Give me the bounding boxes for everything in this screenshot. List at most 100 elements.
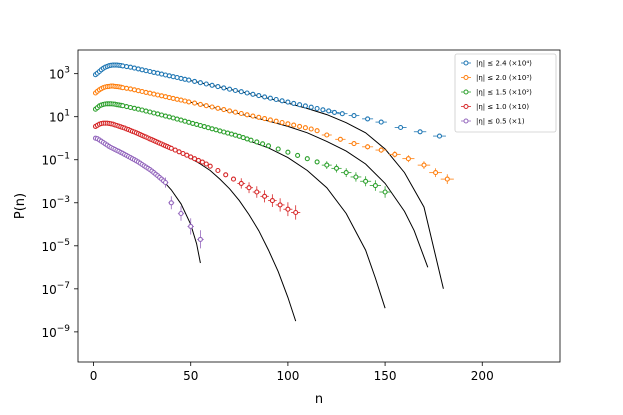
data-point	[227, 86, 233, 92]
data-point	[351, 113, 357, 119]
legend-marker	[463, 89, 469, 95]
data-point	[285, 206, 291, 212]
data-point	[339, 111, 345, 117]
data-point	[293, 209, 299, 216]
data-point	[279, 98, 285, 104]
data-point	[343, 170, 349, 176]
legend-label: |η| ≤ 2.4 (×10⁴)	[476, 60, 532, 68]
data-point	[188, 154, 194, 160]
data-point	[314, 159, 320, 165]
series-3	[92, 120, 301, 220]
data-point	[238, 89, 244, 95]
data-point	[337, 136, 343, 142]
legend-label: |η| ≤ 2.0 (×10³)	[476, 74, 532, 82]
data-point	[250, 113, 256, 119]
x-tick-label: 0	[90, 369, 98, 383]
data-point	[203, 161, 209, 167]
data-point	[168, 200, 174, 206]
axes: 0 50 100 150 200 103 101 10−1 10−3 10−5 10−7 10−9	[41, 66, 493, 383]
data-point	[417, 129, 423, 135]
data-point	[308, 126, 314, 132]
data-point	[333, 165, 340, 171]
data-point	[444, 176, 450, 182]
data-point	[262, 116, 268, 122]
data-point	[232, 109, 238, 115]
x-tick-label: 50	[183, 369, 198, 383]
legend-marker	[463, 118, 469, 124]
data-point	[302, 125, 308, 131]
data-point	[124, 64, 130, 70]
data-point	[372, 183, 378, 189]
data-point	[197, 80, 203, 86]
data-point	[365, 116, 371, 122]
legend-entry: |η| ≤ 2.4 (×10⁴)	[461, 60, 532, 68]
y-tick-label: 101	[49, 109, 70, 125]
data-point	[170, 74, 176, 80]
data-point	[295, 152, 301, 158]
data-point	[331, 109, 338, 115]
data-point	[254, 139, 260, 145]
data-point	[166, 95, 172, 101]
legend-label: |η| ≤ 1.5 (×10²)	[476, 89, 532, 97]
data-point	[209, 104, 215, 110]
data-point	[178, 210, 184, 217]
data-point	[275, 146, 281, 152]
data-point	[203, 81, 209, 87]
data-point	[256, 93, 262, 99]
legend-entry: |η| ≤ 1.5 (×10²)	[461, 89, 532, 97]
data-point	[302, 103, 308, 109]
data-point	[207, 163, 213, 169]
data-point	[244, 90, 250, 96]
data-point	[297, 123, 303, 129]
data-point	[209, 82, 215, 88]
data-point	[238, 180, 244, 186]
legend-label: |η| ≤ 1.0 (×10)	[476, 103, 529, 111]
data-point	[203, 103, 209, 109]
data-point	[223, 172, 229, 178]
legend-entry: |η| ≤ 0.5 (×1)	[461, 118, 525, 126]
legend: |η| ≤ 2.4 (×10⁴) |η| ≤ 2.0 (×10³) |η| ≤ 1.…	[454, 53, 557, 133]
legend-marker	[463, 104, 469, 109]
data-point	[197, 101, 203, 107]
data-point	[382, 189, 388, 195]
y-tick-label: 10−1	[41, 152, 70, 168]
data-point	[120, 85, 126, 91]
y-tick-label: 10−5	[41, 238, 70, 254]
data-point	[353, 174, 359, 180]
data-point	[221, 107, 227, 113]
data-point	[230, 176, 237, 182]
data-point	[182, 76, 188, 82]
data-point	[254, 189, 260, 195]
data-point	[314, 128, 320, 134]
data-point	[351, 141, 357, 147]
data-point	[285, 121, 291, 127]
y-tick-label: 10−3	[41, 195, 70, 211]
data-point	[436, 133, 443, 139]
data-point	[267, 117, 273, 123]
data-point	[215, 105, 221, 111]
data-point	[405, 156, 411, 162]
x-tick-label: 100	[276, 369, 299, 383]
data-point	[291, 122, 297, 128]
data-point	[273, 118, 279, 124]
series-4	[92, 135, 204, 249]
data-point	[297, 102, 303, 108]
data-point	[186, 77, 192, 83]
data-point	[421, 162, 427, 168]
data-point	[186, 99, 192, 105]
legend-entry: |η| ≤ 1.0 (×10)	[461, 103, 529, 111]
legend-marker	[463, 75, 469, 80]
data-point	[324, 162, 330, 168]
data-point	[285, 149, 291, 155]
data-point	[143, 89, 149, 95]
data-point	[433, 170, 439, 176]
data-point	[262, 94, 268, 100]
data-point	[151, 69, 157, 75]
series-0	[92, 62, 446, 139]
legend-marker	[463, 60, 469, 66]
data-point	[363, 178, 369, 184]
data-point	[279, 119, 285, 126]
x-tick-label: 200	[471, 369, 494, 383]
data-point	[199, 159, 205, 165]
